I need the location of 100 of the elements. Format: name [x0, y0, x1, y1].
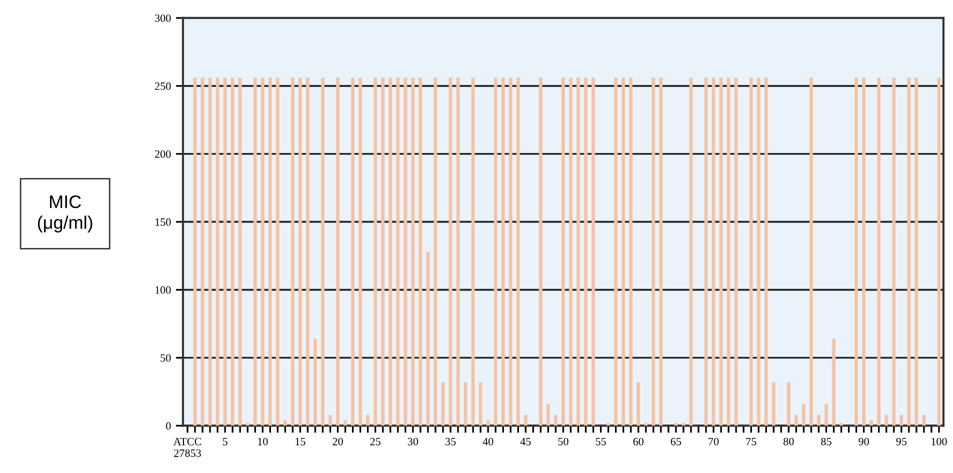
bar: [614, 78, 618, 426]
bar: [314, 338, 317, 426]
y-tick-label: 50: [160, 354, 171, 362]
bar: [508, 78, 512, 426]
bar: [884, 414, 888, 426]
y-axis-title: MIC (μg/ml): [38, 195, 92, 232]
bar: [260, 78, 264, 426]
bar: [914, 78, 918, 426]
x-tick-label: 85: [821, 438, 832, 446]
bar: [854, 78, 858, 426]
bar: [810, 78, 813, 426]
y-tick-label: 200: [154, 150, 171, 158]
x-tick-label: 10: [258, 438, 268, 446]
bar: [291, 78, 294, 426]
bar: [268, 78, 272, 426]
x-tick-label: 60: [633, 438, 644, 446]
bar: [622, 78, 626, 426]
bar: [734, 78, 738, 426]
bar: [336, 78, 340, 426]
x-tick-label: 20: [332, 438, 343, 446]
bar: [870, 420, 874, 426]
x-tick-label: 25: [370, 438, 380, 446]
bar: [877, 78, 881, 426]
x-tick-label: 100: [932, 438, 947, 446]
bar: [922, 414, 926, 426]
x-tick-label: 15: [296, 438, 306, 446]
x-tick-label: 75: [746, 438, 756, 446]
bar: [749, 78, 753, 426]
x-tick-label: 70: [708, 438, 719, 446]
bar: [636, 382, 640, 426]
bar: [230, 78, 234, 426]
bar: [411, 78, 415, 426]
bar: [606, 422, 610, 426]
x-tick-label: 55: [596, 438, 606, 446]
bar: [756, 78, 760, 426]
bar: [832, 338, 836, 426]
bar: [907, 78, 911, 426]
bar: [358, 78, 362, 426]
y-tick-label: 0: [166, 422, 171, 430]
x-tick-label: 95: [896, 438, 907, 446]
bar: [478, 382, 482, 426]
x-tick-label: 5: [222, 438, 228, 446]
bar: [892, 78, 896, 426]
x-tick-label: 35: [445, 438, 456, 446]
y-tick-label: 150: [155, 218, 171, 226]
x-tick-label: ATCC 27853: [173, 438, 202, 457]
bar: [381, 78, 385, 426]
bar: [344, 420, 347, 426]
bar: [501, 78, 505, 426]
bar: [516, 78, 520, 426]
bar: [546, 404, 550, 426]
y-tick-label: 300: [155, 14, 171, 22]
x-tick-label: 45: [520, 438, 531, 446]
bar: [298, 78, 302, 426]
bar: [328, 414, 332, 426]
bar: [569, 78, 572, 426]
bar: [824, 404, 828, 426]
bar: [900, 414, 904, 426]
bar: [802, 404, 806, 426]
bar: [283, 420, 287, 426]
bar: [794, 414, 798, 426]
bar: [253, 78, 257, 426]
bar: [238, 78, 242, 426]
bar: [772, 382, 776, 426]
bar: [584, 78, 588, 426]
x-tick-label: 30: [408, 438, 418, 446]
bar: [644, 422, 648, 426]
bar: [404, 78, 408, 426]
bar: [562, 78, 565, 426]
bar: [374, 78, 378, 426]
x-tick-label: 90: [858, 438, 869, 446]
x-tick-label: 40: [482, 438, 494, 446]
bar: [862, 78, 866, 426]
bar: [494, 78, 498, 426]
bar: [524, 414, 528, 426]
bar: [486, 420, 490, 426]
y-tick-label: 250: [154, 82, 171, 90]
bar: [840, 422, 843, 426]
bar: [659, 78, 663, 426]
x-tick-label: 50: [558, 438, 568, 446]
bar: [276, 78, 280, 426]
y-tick-label: 100: [155, 286, 171, 294]
bar: [396, 78, 400, 426]
bar: [592, 78, 595, 426]
bar: [246, 422, 250, 426]
bar: [321, 78, 324, 426]
bar: [554, 414, 558, 426]
x-tick-label: 65: [670, 438, 682, 446]
bar: [388, 78, 392, 426]
bar: [538, 78, 542, 426]
bar: [652, 78, 656, 426]
bar: [351, 78, 354, 426]
bar: [366, 414, 370, 426]
bar: [576, 78, 580, 426]
x-tick-label: 80: [784, 438, 794, 446]
bar: [817, 414, 820, 426]
bar: [629, 78, 633, 426]
bar: [786, 382, 790, 426]
bar: [306, 78, 310, 426]
bar: [764, 78, 768, 426]
